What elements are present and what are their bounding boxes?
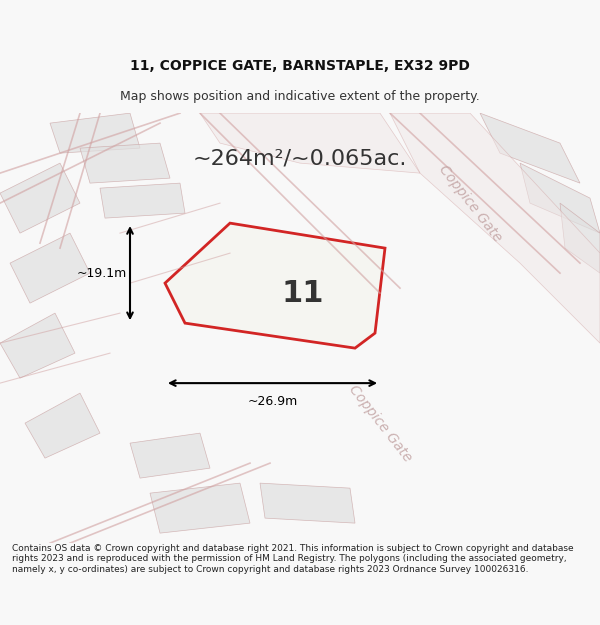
- Polygon shape: [10, 233, 90, 303]
- Text: ~19.1m: ~19.1m: [77, 267, 127, 279]
- Polygon shape: [560, 203, 600, 273]
- Polygon shape: [520, 163, 600, 233]
- Text: Coppice Gate: Coppice Gate: [346, 382, 414, 464]
- Text: 11, COPPICE GATE, BARNSTAPLE, EX32 9PD: 11, COPPICE GATE, BARNSTAPLE, EX32 9PD: [130, 59, 470, 72]
- Polygon shape: [0, 163, 80, 233]
- Polygon shape: [200, 113, 420, 173]
- Polygon shape: [480, 113, 580, 183]
- Polygon shape: [165, 223, 385, 348]
- Polygon shape: [25, 393, 100, 458]
- Polygon shape: [130, 433, 210, 478]
- Text: ~264m²/~0.065ac.: ~264m²/~0.065ac.: [193, 148, 407, 168]
- Polygon shape: [260, 483, 355, 523]
- Text: 11: 11: [281, 279, 324, 308]
- Polygon shape: [390, 113, 600, 343]
- Polygon shape: [80, 143, 170, 183]
- Text: ~26.9m: ~26.9m: [247, 394, 298, 408]
- Text: Contains OS data © Crown copyright and database right 2021. This information is : Contains OS data © Crown copyright and d…: [12, 544, 574, 574]
- Text: Coppice Gate: Coppice Gate: [436, 162, 504, 244]
- Polygon shape: [50, 113, 140, 153]
- Polygon shape: [100, 183, 185, 218]
- Text: Map shows position and indicative extent of the property.: Map shows position and indicative extent…: [120, 91, 480, 103]
- Polygon shape: [0, 313, 75, 378]
- Polygon shape: [150, 483, 250, 533]
